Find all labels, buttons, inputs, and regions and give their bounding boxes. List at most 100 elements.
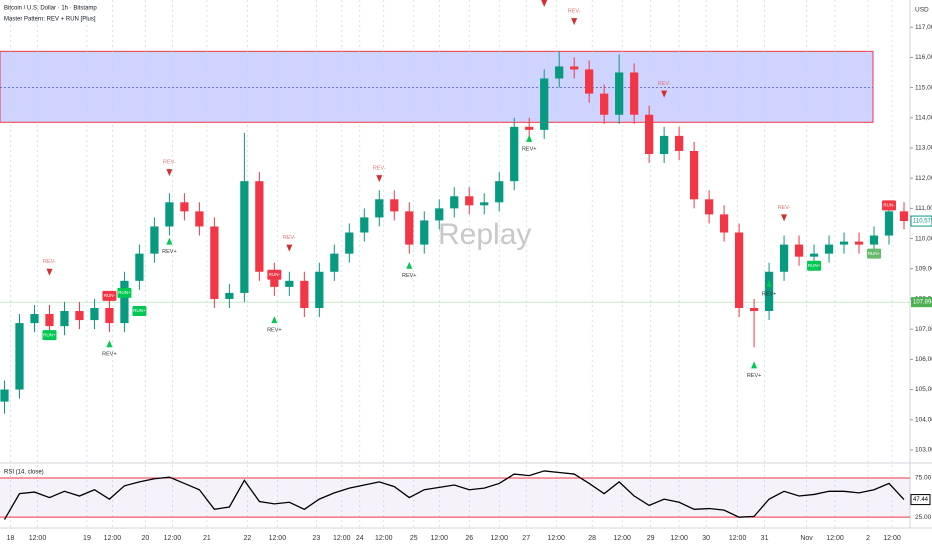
run-box <box>882 200 897 211</box>
candle-body <box>899 211 909 222</box>
candle-body <box>495 181 504 203</box>
current-price-label: 110,579 <box>913 219 932 225</box>
x-tick-label: 12:00 <box>430 535 448 542</box>
x-tick-label: 12:00 <box>490 535 508 542</box>
candle-body <box>150 226 159 254</box>
candle-body <box>570 66 579 70</box>
signal-marker <box>526 134 533 142</box>
x-tick-label: 20 <box>142 535 150 542</box>
x-tick-label: 23 <box>312 535 320 542</box>
x-tick-label: 12:00 <box>29 535 47 542</box>
x-tick-label: 21 <box>203 535 211 542</box>
rsi-title: RSI (14, close) <box>4 470 44 476</box>
signal-marker <box>286 244 293 252</box>
rsi-current-box <box>910 494 931 506</box>
run-label: RUN+ <box>868 251 881 256</box>
candle-body <box>884 211 894 236</box>
x-tick-label: 12:00 <box>613 535 631 542</box>
candle-body <box>90 308 99 321</box>
run-label: RUN+ <box>808 263 821 268</box>
run-box <box>267 269 282 280</box>
candle-body <box>540 78 549 130</box>
supply-zone <box>0 50 874 123</box>
x-tick-label: 12:00 <box>269 535 287 542</box>
signal-label: REV- <box>43 259 56 265</box>
candle-body <box>330 253 339 272</box>
x-tick-label: 24 <box>356 535 364 542</box>
y-tick-label: 105,000 <box>915 386 932 393</box>
candle-body <box>420 220 429 245</box>
candle-body <box>105 308 114 324</box>
x-tick-label: 22 <box>243 535 251 542</box>
candle-body <box>824 244 834 254</box>
candle-body <box>645 114 654 154</box>
candle-body <box>45 314 54 327</box>
run-box <box>117 287 132 298</box>
signal-marker <box>106 340 113 348</box>
candle-body <box>719 214 729 233</box>
x-tick-label: 27 <box>522 535 530 542</box>
signal-marker <box>781 214 788 222</box>
run-label: RUN- <box>269 272 281 277</box>
signal-marker <box>166 237 173 245</box>
candle-body <box>0 389 9 402</box>
x-tick-label: 28 <box>588 535 596 542</box>
run-label: RUN- <box>883 203 895 208</box>
x-tick-label: 12:00 <box>826 535 844 542</box>
y-tick-label: 107,000 <box>915 326 932 333</box>
candle-body <box>60 311 69 327</box>
y-tick-label: 112,000 <box>915 175 932 182</box>
candle-body <box>660 135 669 154</box>
candle-body <box>555 66 564 79</box>
x-tick-label: 19 <box>83 535 91 542</box>
signal-label: REV+ <box>162 249 177 255</box>
signal-label: REV- <box>373 166 386 172</box>
y-tick-label: 111,000 <box>915 205 932 212</box>
candle-body <box>600 93 609 115</box>
signal-marker <box>46 268 53 276</box>
price-line-box <box>911 297 932 308</box>
x-tick-label: 2 <box>866 535 870 542</box>
candle-body <box>135 253 144 281</box>
candle-body <box>345 232 354 254</box>
x-tick-label: 29 <box>647 535 655 542</box>
candle-body <box>375 199 384 218</box>
signal-label: REV+ <box>522 146 537 152</box>
candle-body <box>809 253 819 257</box>
candle-body <box>869 235 879 245</box>
signal-label: REV+ <box>267 328 282 334</box>
candle-body <box>165 202 174 227</box>
candle-body <box>30 314 39 324</box>
signal-marker <box>376 175 383 183</box>
x-tick-label: 12:00 <box>333 535 351 542</box>
rsi-level-label: 25.00 <box>915 514 932 521</box>
watermark: Replay <box>438 218 531 251</box>
x-tick-label: 12:00 <box>883 535 901 542</box>
candle-body <box>315 271 324 308</box>
candle-body <box>764 271 774 312</box>
candle-body <box>390 199 399 212</box>
signal-label: REV+ <box>402 273 417 279</box>
candle-body <box>405 211 414 245</box>
indicator-title: Master Pattern: REV + RUN [Plus] <box>4 17 96 23</box>
y-tick-label: 104,000 <box>915 416 932 423</box>
signal-label: REV- <box>283 235 296 241</box>
candle-body <box>630 72 639 115</box>
signal-marker <box>541 0 548 8</box>
run-label: RUN+ <box>43 332 56 337</box>
current-price-box <box>910 215 932 227</box>
candle-body <box>749 308 759 312</box>
run-box <box>42 330 57 341</box>
candle-body <box>689 150 699 200</box>
candle-body <box>510 126 519 182</box>
rsi-level-label: 75.00 <box>915 475 932 482</box>
x-tick-label: 31 <box>761 535 769 542</box>
rsi-current-label: 47.44 <box>913 497 929 503</box>
candle-body <box>225 292 234 299</box>
candle-body <box>120 280 129 324</box>
candle-body <box>255 181 264 272</box>
candle-body <box>480 202 489 206</box>
y-tick-label: 103,000 <box>915 447 932 454</box>
signal-marker <box>661 90 668 98</box>
y-tick-label: 113,000 <box>915 145 932 152</box>
